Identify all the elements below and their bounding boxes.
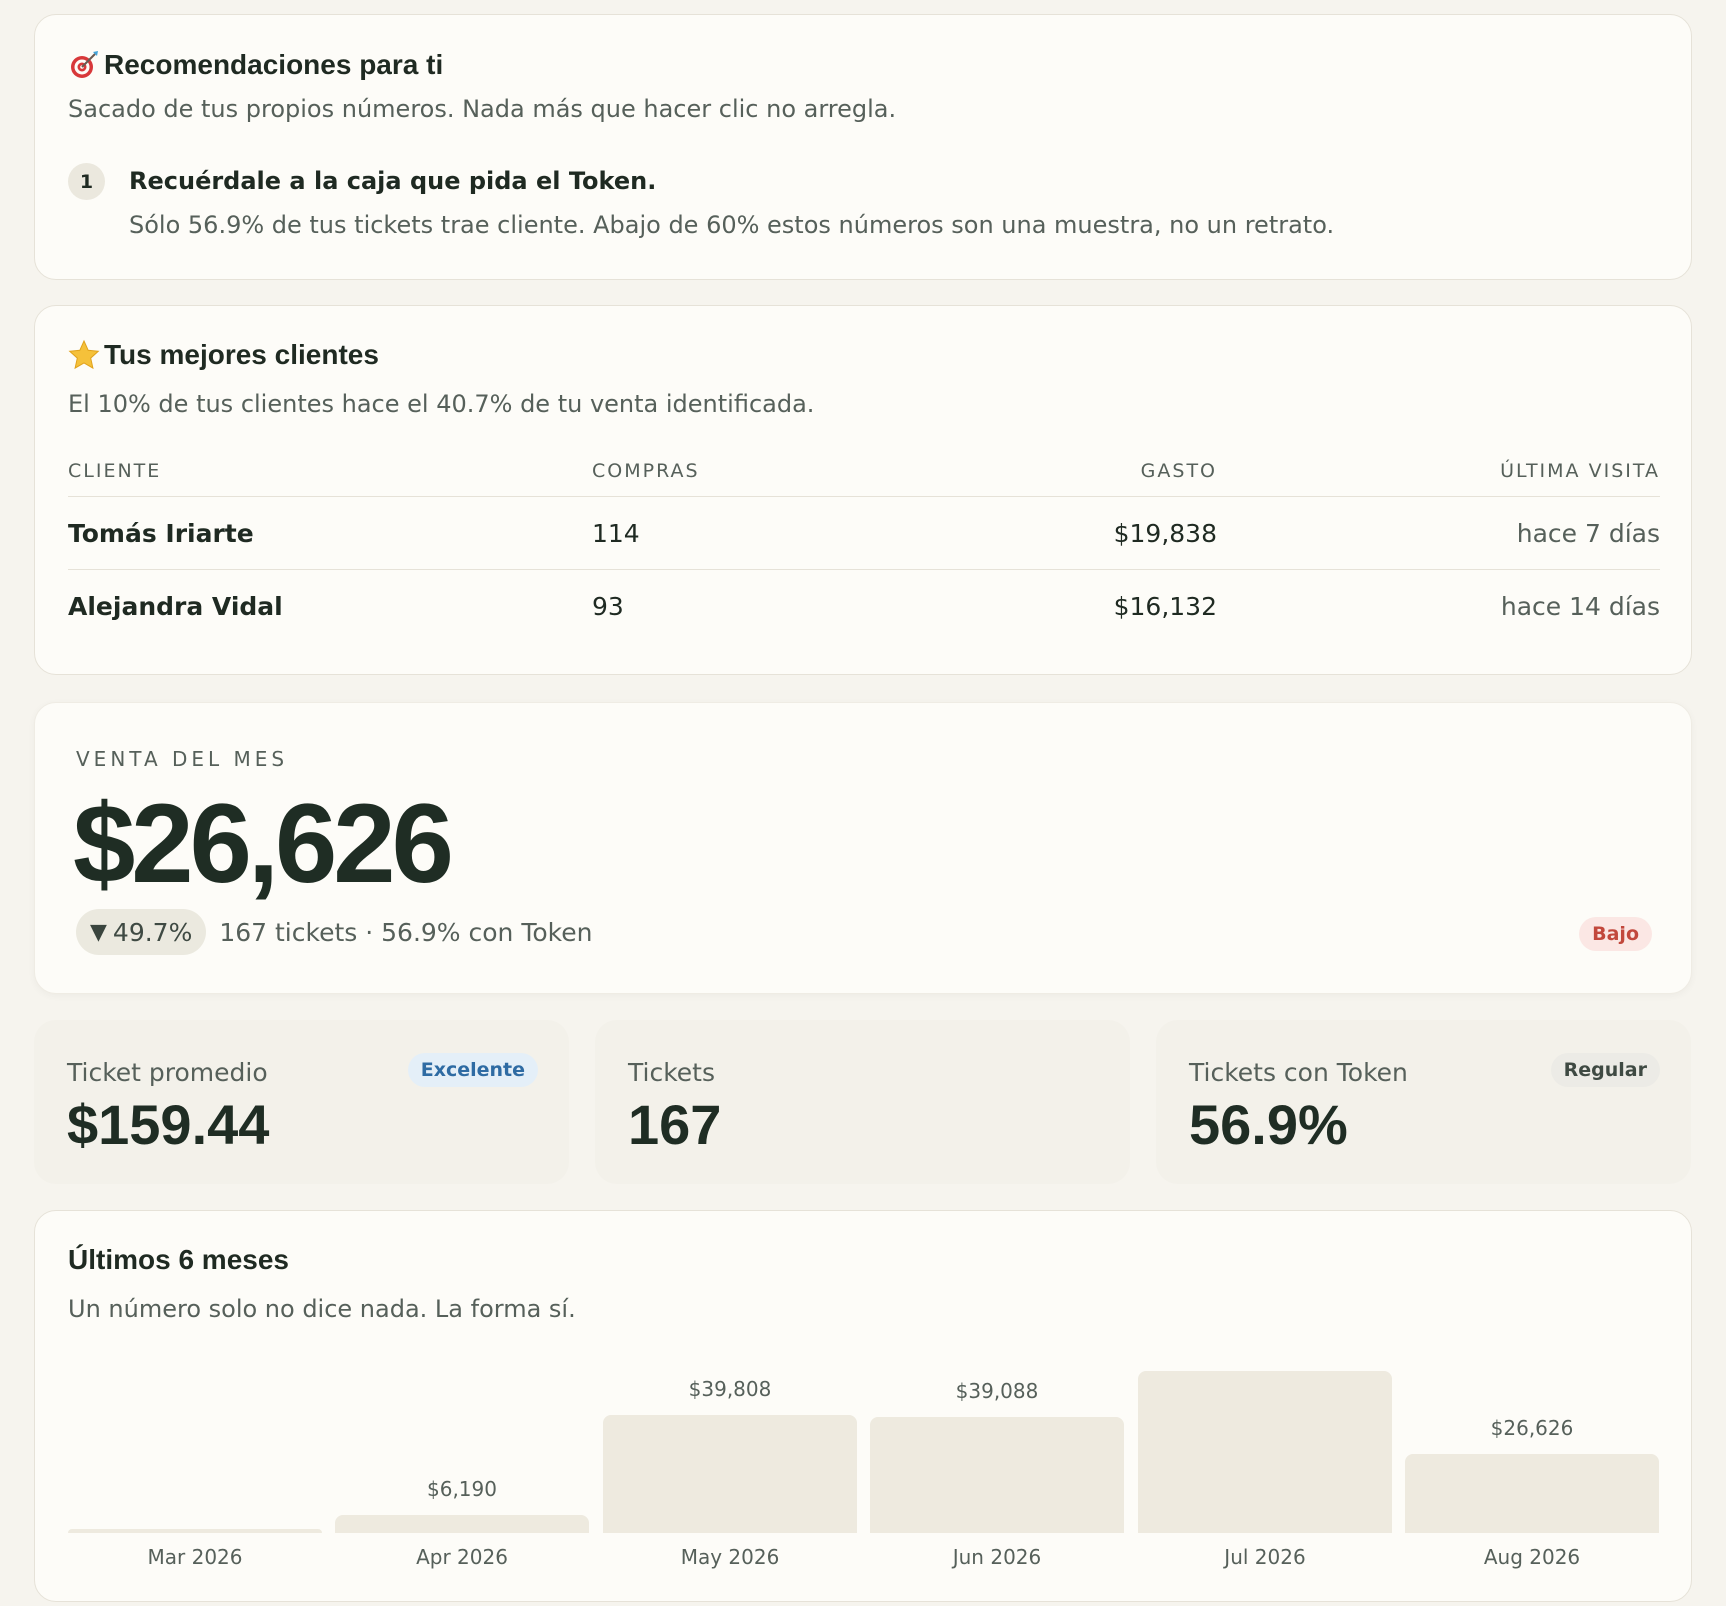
- triangle-down-icon: ▼: [90, 919, 107, 945]
- kpi-tickets: Tickets 167: [595, 1020, 1130, 1184]
- top-clients-title: Tus mejores clientes: [68, 339, 379, 371]
- kpi-value: $159.44: [67, 1093, 270, 1156]
- trend-title: Últimos 6 meses: [68, 1244, 289, 1275]
- monthly-sales-chart: Mar 2026 $6,190 Apr 2026 $39,808 May 2026 $39…: [68, 1211, 1660, 1603]
- recommendation-body: Sólo 56.9% de tus tickets trae cliente. …: [129, 211, 1335, 239]
- kpi-token-tickets: Tickets con Token 56.9% Regular: [1156, 1020, 1691, 1184]
- kpi-average-ticket: Ticket promedio $159.44 Excelente: [34, 1020, 569, 1184]
- column-header-last-visit: ÚLTIMA VISITA: [1500, 460, 1660, 482]
- trend-card: Últimos 6 meses Un número solo no dice n…: [34, 1210, 1692, 1602]
- trend-subtitle: Un número solo no dice nada. La forma sí…: [68, 1295, 576, 1323]
- client-purchases: 114: [592, 518, 640, 548]
- table-header: CLIENTE COMPRAS GASTO ÚLTIMA VISITA: [68, 446, 1660, 496]
- chart-value-label: $6,190: [427, 1477, 497, 1501]
- chart-category-label: Jul 2026: [1224, 1545, 1306, 1569]
- chart-bar: [1138, 1371, 1392, 1533]
- kpi-value: 56.9%: [1189, 1093, 1348, 1156]
- chart-bar: [1405, 1454, 1659, 1533]
- client-last-visit: hace 14 días: [1500, 591, 1660, 621]
- chart-category-label: Mar 2026: [147, 1545, 243, 1569]
- chart-bar: [335, 1515, 589, 1533]
- status-badge: Excelente: [407, 1053, 538, 1087]
- recommendations-subtitle: Sacado de tus propios números. Nada más …: [68, 95, 897, 123]
- chart-bar: [68, 1529, 322, 1533]
- status-badge: Bajo: [1579, 917, 1652, 951]
- top-clients-subtitle: El 10% de tus clientes hace el 40.7% de …: [68, 390, 815, 418]
- client-last-visit: hace 7 días: [1516, 518, 1660, 548]
- recommendation-title: Recuérdale a la caja que pida el Token.: [129, 167, 657, 195]
- month-sales-card: VENTA DEL MES $26,626 ▼ 49.7% 167 ticket…: [34, 702, 1692, 994]
- chart-category-label: May 2026: [680, 1545, 780, 1569]
- recommendation-number: 1: [68, 163, 105, 200]
- chart-category-label: Jun 2026: [952, 1545, 1042, 1569]
- table-row: Tomás Iriarte 114 $19,838 hace 7 días: [68, 496, 1660, 569]
- month-sales-meta: ▼ 49.7% 167 tickets · 56.9% con Token: [76, 909, 592, 955]
- month-sales-value: $26,626: [73, 781, 454, 906]
- client-name: Tomás Iriarte: [68, 518, 254, 548]
- chart-value-label: $39,088: [955, 1379, 1039, 1403]
- chart-value-label: $39,808: [688, 1377, 772, 1401]
- kpi-label: Tickets con Token: [1189, 1058, 1408, 1087]
- kpi-value: 167: [628, 1093, 722, 1156]
- delta-value: 49.7%: [112, 917, 193, 947]
- recommendations-title-text: Recomendaciones para ti: [104, 49, 444, 80]
- client-spend: $16,132: [1113, 591, 1217, 621]
- target-icon: [68, 49, 100, 81]
- client-spend: $19,838: [1113, 518, 1217, 548]
- top-clients-table: CLIENTE COMPRAS GASTO ÚLTIMA VISITA Tomá…: [68, 446, 1660, 642]
- kpi-label: Tickets: [628, 1058, 715, 1087]
- column-header-spend: GASTO: [1140, 460, 1217, 482]
- chart-category-label: Aug 2026: [1483, 1545, 1581, 1569]
- top-clients-title-text: Tus mejores clientes: [104, 339, 379, 370]
- kpi-label: Ticket promedio: [67, 1058, 268, 1087]
- client-name: Alejandra Vidal: [68, 591, 283, 621]
- delta-pill: ▼ 49.7%: [76, 909, 207, 955]
- table-row: Alejandra Vidal 93 $16,132 hace 14 días: [68, 569, 1660, 642]
- chart-bar: [870, 1417, 1124, 1533]
- column-header-purchases: COMPRAS: [592, 460, 700, 482]
- recommendations-card: Recomendaciones para ti Sacado de tus pr…: [34, 14, 1692, 280]
- month-sales-label: VENTA DEL MES: [76, 747, 289, 771]
- chart-bar: [603, 1415, 857, 1533]
- chart-category-label: Apr 2026: [416, 1545, 508, 1569]
- column-header-client: CLIENTE: [68, 460, 162, 482]
- star-icon: [68, 339, 100, 371]
- top-clients-card: Tus mejores clientes El 10% de tus clien…: [34, 305, 1692, 675]
- recommendations-title: Recomendaciones para ti: [68, 49, 443, 81]
- chart-value-label: $26,626: [1490, 1416, 1574, 1440]
- status-badge: Regular: [1550, 1053, 1660, 1087]
- client-purchases: 93: [592, 591, 624, 621]
- month-sales-summary: 167 tickets · 56.9% con Token: [219, 917, 593, 947]
